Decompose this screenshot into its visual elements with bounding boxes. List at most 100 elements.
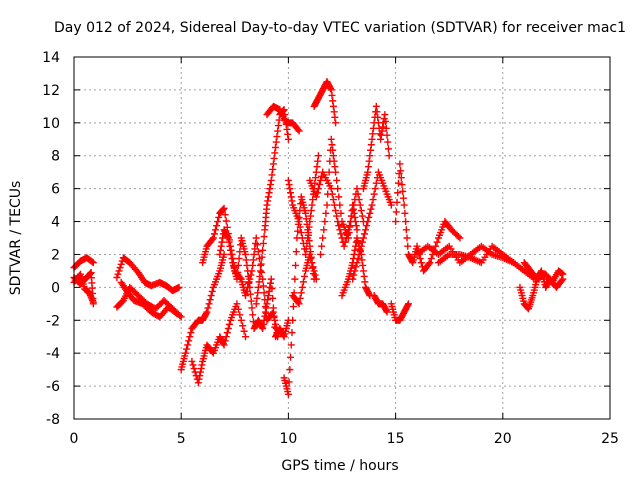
data-point — [357, 242, 365, 250]
data-point — [427, 255, 435, 263]
data-point — [384, 145, 392, 153]
data-point — [398, 181, 406, 189]
data-point — [286, 185, 294, 193]
data-point — [249, 256, 257, 264]
data-point — [252, 300, 260, 308]
data-point — [329, 152, 337, 160]
data-point — [383, 131, 391, 139]
data-point — [297, 229, 305, 237]
data-point — [558, 277, 566, 285]
data-point — [351, 213, 359, 221]
data-point — [242, 256, 250, 264]
series-track-h — [188, 300, 250, 387]
data-point — [287, 189, 295, 197]
data-point — [275, 116, 283, 124]
data-point — [370, 190, 378, 198]
data-point — [404, 300, 412, 308]
data-point — [271, 149, 279, 157]
y-tick-label: 12 — [42, 83, 60, 99]
data-point — [341, 238, 349, 246]
data-point — [350, 271, 358, 279]
data-point — [292, 261, 300, 269]
chart-title: Day 012 of 2024, Sidereal Day-to-day VTE… — [54, 20, 626, 36]
data-point — [374, 113, 382, 121]
x-tick-label: 5 — [177, 431, 186, 447]
data-point — [372, 179, 380, 187]
data-point — [426, 259, 434, 267]
data-point — [302, 245, 310, 253]
data-point — [292, 248, 300, 256]
data-point — [247, 290, 255, 298]
data-point — [222, 217, 230, 225]
data-point — [220, 204, 228, 212]
data-point — [320, 226, 328, 234]
data-point — [270, 314, 278, 322]
data-point — [234, 268, 242, 276]
data-point — [377, 135, 385, 143]
y-tick-label: 6 — [51, 182, 60, 198]
data-point — [378, 127, 386, 135]
x-tick-label: 0 — [70, 431, 79, 447]
data-point — [392, 208, 400, 216]
data-point — [260, 289, 268, 297]
data-point — [325, 168, 333, 176]
data-point — [352, 263, 360, 271]
data-point — [340, 242, 348, 250]
series-track-l — [263, 102, 303, 135]
data-point — [357, 207, 365, 215]
data-point — [224, 233, 232, 241]
data-point — [264, 292, 272, 300]
data-point — [332, 119, 340, 127]
data-point — [331, 163, 339, 171]
data-point — [349, 275, 357, 283]
data-point — [373, 108, 381, 116]
data-point — [308, 259, 316, 267]
data-point — [425, 260, 433, 268]
data-point — [206, 296, 214, 304]
series-track-c — [70, 270, 97, 306]
data-point — [404, 301, 412, 309]
data-point — [361, 278, 369, 286]
data-point — [253, 241, 261, 249]
data-point — [220, 341, 228, 349]
data-point — [183, 345, 191, 353]
data-point — [270, 154, 278, 162]
data-point — [245, 278, 253, 286]
data-point — [195, 375, 203, 383]
data-point — [210, 230, 218, 238]
data-point — [225, 320, 233, 328]
data-point — [371, 185, 379, 193]
data-point — [236, 311, 244, 319]
data-point — [336, 226, 344, 234]
data-point — [269, 304, 277, 312]
data-point — [296, 294, 304, 302]
data-point — [208, 287, 216, 295]
data-point — [242, 250, 250, 258]
data-point — [559, 270, 567, 278]
series-track-g — [177, 250, 228, 374]
data-point — [236, 274, 244, 282]
data-point — [361, 230, 369, 238]
data-point — [360, 272, 368, 280]
data-point — [295, 300, 303, 308]
data-point — [173, 310, 181, 318]
data-point — [171, 309, 179, 317]
data-point — [296, 223, 304, 231]
data-point — [264, 193, 272, 201]
data-point — [217, 242, 225, 250]
data-point — [354, 255, 362, 263]
data-point — [273, 133, 281, 141]
data-point — [267, 279, 275, 287]
data-point — [309, 196, 317, 204]
data-point — [268, 171, 276, 179]
series-track-f — [117, 278, 181, 321]
data-point — [196, 372, 204, 380]
data-point — [348, 212, 356, 220]
data-point — [353, 226, 361, 234]
data-point — [524, 304, 532, 312]
data-point — [221, 337, 229, 345]
data-point — [207, 292, 215, 300]
data-point — [307, 212, 315, 220]
data-point — [335, 222, 343, 230]
data-point — [284, 176, 292, 184]
